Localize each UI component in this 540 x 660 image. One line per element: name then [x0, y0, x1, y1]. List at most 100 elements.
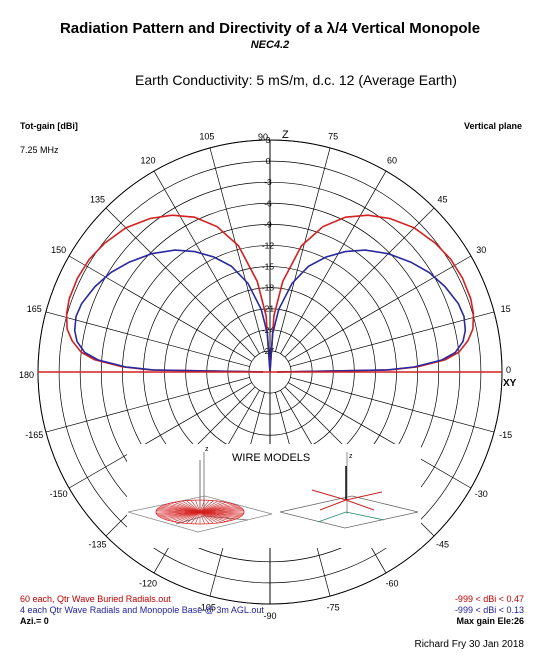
grid-spoke [68, 255, 252, 362]
buried-radial-fan [155, 499, 245, 525]
buried-radial [199, 511, 230, 522]
buried-radial [199, 500, 210, 513]
angle-tick-label: -30 [475, 489, 488, 499]
buried-radial [199, 511, 227, 522]
angle-tick-label: 150 [51, 245, 66, 255]
radial-right-4 [345, 499, 375, 511]
z-axis-label: Z [282, 129, 289, 141]
angle-tick-label: 0 [506, 365, 511, 375]
grid-spoke [275, 147, 331, 352]
radial-tick-label: -9 [264, 219, 272, 229]
radial-tick-label: -6 [264, 198, 272, 208]
max-gain-label: Max gain Ele:26 [456, 616, 524, 626]
grid-spoke [290, 377, 495, 433]
buried-radial [199, 500, 219, 513]
series-lobe-right [269, 214, 475, 373]
angle-tick-label: 135 [90, 194, 105, 204]
range-blue-series: -999 < dBi < 0.13 [454, 605, 524, 615]
earth-conductivity-label: Earth Conductivity: 5 mS/m, d.c. 12 (Ave… [135, 72, 457, 88]
angle-tick-label: 60 [387, 156, 397, 166]
z-marker-right: z [349, 453, 353, 460]
radial-ring [155, 499, 245, 525]
grid-spoke [209, 147, 265, 352]
elevated-radials-model: z [279, 452, 419, 529]
gain-unit-label: Tot-gain [dBi] [20, 121, 78, 131]
buried-radial [181, 500, 201, 513]
angle-tick-label: 75 [328, 131, 338, 141]
angle-tick-label: 180 [19, 370, 34, 380]
wire-models-title: WIRE MODELS [232, 452, 311, 464]
author-credit: Richard Fry 30 Jan 2018 [414, 639, 524, 650]
buried-radial [199, 500, 214, 513]
radial-tick-label: -18 [262, 283, 275, 293]
buried-radial [199, 510, 244, 513]
buried-radial [199, 499, 205, 513]
angle-tick-label: -45 [436, 540, 449, 550]
xy-axis-label: XY [503, 378, 517, 389]
range-red-series: -999 < dBi < 0.47 [454, 594, 524, 604]
azimuth-label: Azi.= 0 [20, 616, 49, 626]
y-axis-right [345, 511, 385, 521]
angle-tick-label: -75 [327, 603, 340, 613]
radial-right-2 [345, 491, 383, 501]
angle-tick-label: 45 [438, 194, 448, 204]
buried-radial [186, 500, 201, 513]
x-axis-right [317, 511, 347, 523]
grid-spoke [290, 311, 495, 367]
series-layer [38, 214, 502, 373]
grid-spoke [45, 311, 250, 367]
angle-tick-label: 30 [476, 245, 486, 255]
radial-tick-label: 0 [266, 156, 271, 166]
angle-tick-label: -90 [263, 611, 276, 621]
buried-radial [199, 511, 233, 521]
buried-radial [190, 511, 201, 524]
angle-tick-label: -15 [499, 430, 512, 440]
ground-plane-right [279, 495, 419, 529]
angle-tick-label: -135 [88, 540, 106, 550]
radial-right-3 [319, 499, 347, 511]
radial-tick-label: 3 [266, 135, 271, 145]
buried-radial [177, 501, 201, 513]
buried-radial [199, 511, 210, 524]
buried-radial [190, 500, 201, 513]
angle-tick-labels: 90105120135150165180-165-150-135-120-105… [19, 131, 512, 621]
buried-radial [167, 503, 201, 513]
buried-radial [199, 511, 219, 524]
buried-radial [199, 511, 223, 523]
grid-spoke [105, 207, 256, 358]
legend-red-series: 60 each, Qtr Wave Buried Radials.out [20, 594, 171, 604]
buried-radial [199, 501, 223, 513]
angle-tick-label: 105 [199, 131, 214, 141]
buried-radial [186, 511, 201, 524]
z-marker-left: z [205, 446, 209, 453]
buried-radial [199, 511, 205, 525]
frequency-label: 7.25 MHz [20, 145, 59, 155]
series-lobe-left [65, 214, 271, 373]
radial-tick-labels: 30-3-6-9-12-15-18-21-24-27 [262, 135, 275, 356]
wire-models-inset: z z [127, 444, 421, 548]
legend-blue-series: 4 each Qtr Wave Radials and Monopole Bas… [20, 605, 264, 615]
series-lobe-left [73, 249, 271, 373]
grid-spoke [280, 170, 387, 354]
grid-spoke [45, 377, 250, 433]
chart-subtitle: NEC4.2 [250, 39, 290, 51]
buried-radial [199, 511, 214, 524]
radial-right-1 [311, 489, 347, 501]
angle-tick-label: -60 [385, 578, 398, 588]
angle-tick-label: -150 [50, 489, 68, 499]
buried-radial [181, 511, 201, 524]
angle-tick-label: -105 [198, 603, 216, 613]
radial-tick-label: -21 [262, 304, 275, 314]
inset-background [127, 444, 421, 548]
buried-radial [170, 502, 201, 513]
grid-spoke [68, 382, 252, 489]
radial-tick-label: -15 [262, 262, 275, 272]
series-lobe-right [269, 249, 467, 373]
grid-spoke [288, 382, 472, 489]
buried-radial [173, 502, 201, 513]
angle-tick-label: 15 [501, 304, 511, 314]
radial-tick-label: -24 [262, 325, 275, 335]
angle-tick-label: -120 [139, 578, 157, 588]
buried-radial [195, 499, 201, 513]
